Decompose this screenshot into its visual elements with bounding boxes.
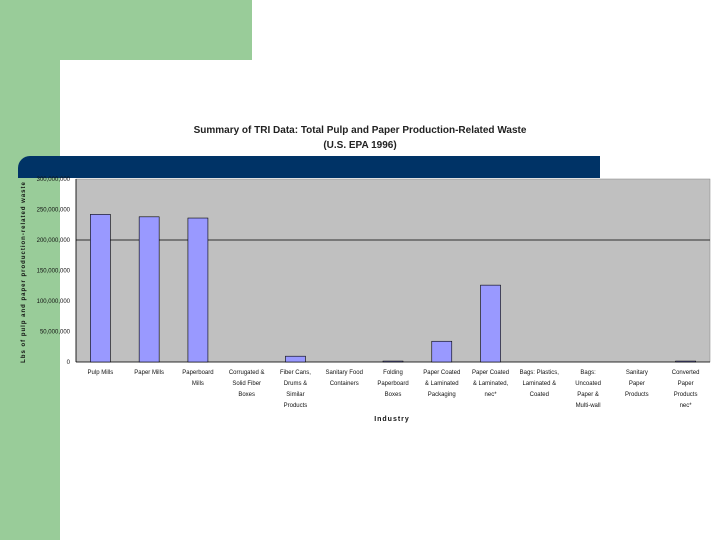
x-tick-label-9: Bags: Plastics, Laminated & Coated xyxy=(520,370,560,398)
x-tick-label-line: Paper Coated xyxy=(472,370,509,376)
x-tick-label-line: Products xyxy=(674,392,698,398)
x-tick-label-line: Laminated & xyxy=(522,381,556,387)
x-tick-label-line: Fiber Cans, xyxy=(280,370,311,376)
bar-0 xyxy=(90,214,111,363)
x-tick-label-line: Corrugated & xyxy=(229,370,265,376)
y-tick-label-6: 300,000,000 xyxy=(37,177,71,183)
x-tick-label-line: Drums & xyxy=(284,381,307,387)
x-tick-label-line: Paperboard xyxy=(377,381,408,387)
x-tick-label-line: nec* xyxy=(680,403,693,409)
x-tick-label-7: Paper Coated & Laminated Packaging xyxy=(423,370,460,398)
plot-area xyxy=(75,178,711,363)
x-tick-label-line: Paper xyxy=(629,381,645,387)
bar-4 xyxy=(285,355,306,363)
x-tick-label-line: Uncoated xyxy=(575,381,601,387)
x-tick-label-line: Products xyxy=(284,403,308,409)
x-tick-label-line: & Laminated, xyxy=(473,381,509,387)
x-tick-label-line: Sanitary xyxy=(626,370,648,376)
x-tick-label-line: Boxes xyxy=(238,392,255,398)
bar-8 xyxy=(480,284,501,363)
chart-title-line-2: (U.S. EPA 1996) xyxy=(323,140,397,151)
x-tick-label-line: Products xyxy=(625,392,649,398)
x-tick-label-line: Converted xyxy=(672,370,700,376)
x-tick-label-4: Fiber Cans, Drums & Similar Products xyxy=(280,370,311,409)
x-tick-label-line: Paper Coated xyxy=(423,370,460,376)
x-tick-label-line: Boxes xyxy=(385,392,402,398)
x-tick-label-line: nec* xyxy=(485,392,498,398)
x-tick-label-line: Mills xyxy=(192,381,204,387)
x-tick-label-0: Pulp Mills xyxy=(88,370,114,376)
y-tick-label-3: 150,000,000 xyxy=(37,269,71,275)
x-tick-label-line: Paper Mills xyxy=(134,370,164,376)
x-tick-label-1: Paper Mills xyxy=(134,370,164,376)
x-tick-label-2: Paperboard Mills xyxy=(182,370,213,387)
chart-title-line-1: Summary of TRI Data: Total Pulp and Pape… xyxy=(193,125,527,136)
y-tick-label-1: 50,000,000 xyxy=(40,330,71,336)
x-tick-label-line: Bags: Plastics, xyxy=(520,370,560,376)
x-tick-label-line: Folding xyxy=(383,370,403,376)
x-tick-label-11: Sanitary Paper Products xyxy=(625,370,649,398)
x-tick-label-line: Paper xyxy=(678,381,694,387)
x-tick-label-line: Paperboard xyxy=(182,370,213,376)
x-tick-label-12: Converted Paper Products nec* xyxy=(672,370,700,409)
x-tick-label-line: Bags: xyxy=(580,370,596,376)
chart-title: Summary of TRI Data: Total Pulp and Pape… xyxy=(60,123,660,153)
decor-green-sidebar xyxy=(0,0,60,540)
bar-2 xyxy=(187,217,209,363)
x-tick-label-line: Packaging xyxy=(428,392,456,398)
y-tick-label-2: 100,000,000 xyxy=(37,299,71,305)
bar-6 xyxy=(382,360,404,363)
x-tick-label-line: Containers xyxy=(330,381,359,387)
x-tick-label-line: Sanitary Food xyxy=(326,370,363,376)
x-tick-label-line: Coated xyxy=(530,392,549,398)
y-tick-label-4: 200,000,000 xyxy=(37,238,71,244)
y-tick-label-0: 0 xyxy=(67,360,71,366)
x-axis-label: Industry xyxy=(374,416,410,423)
x-tick-label-line: & Laminated xyxy=(425,381,459,387)
bar-1 xyxy=(138,216,160,363)
y-tick-label-5: 250,000,000 xyxy=(37,208,71,214)
x-tick-label-line: Paper & xyxy=(577,392,599,398)
x-tick-label-8: Paper Coated & Laminated, nec* xyxy=(472,370,509,398)
x-tick-label-6: Folding Paperboard Boxes xyxy=(377,370,408,398)
decor-navy-band xyxy=(18,156,600,178)
x-tick-label-10: Bags: Uncoated Paper & Multi-wall xyxy=(575,370,601,409)
x-tick-label-5: Sanitary Food Containers xyxy=(326,370,363,387)
bar-12 xyxy=(675,360,696,363)
bar-7 xyxy=(431,340,453,363)
x-tick-label-line: Multi-wall xyxy=(576,403,601,409)
x-tick-label-3: Corrugated & Solid Fiber Boxes xyxy=(229,370,265,398)
x-tick-label-line: Pulp Mills xyxy=(88,370,114,376)
x-tick-label-line: Solid Fiber xyxy=(232,381,261,387)
x-tick-label-line: Similar xyxy=(286,392,304,398)
